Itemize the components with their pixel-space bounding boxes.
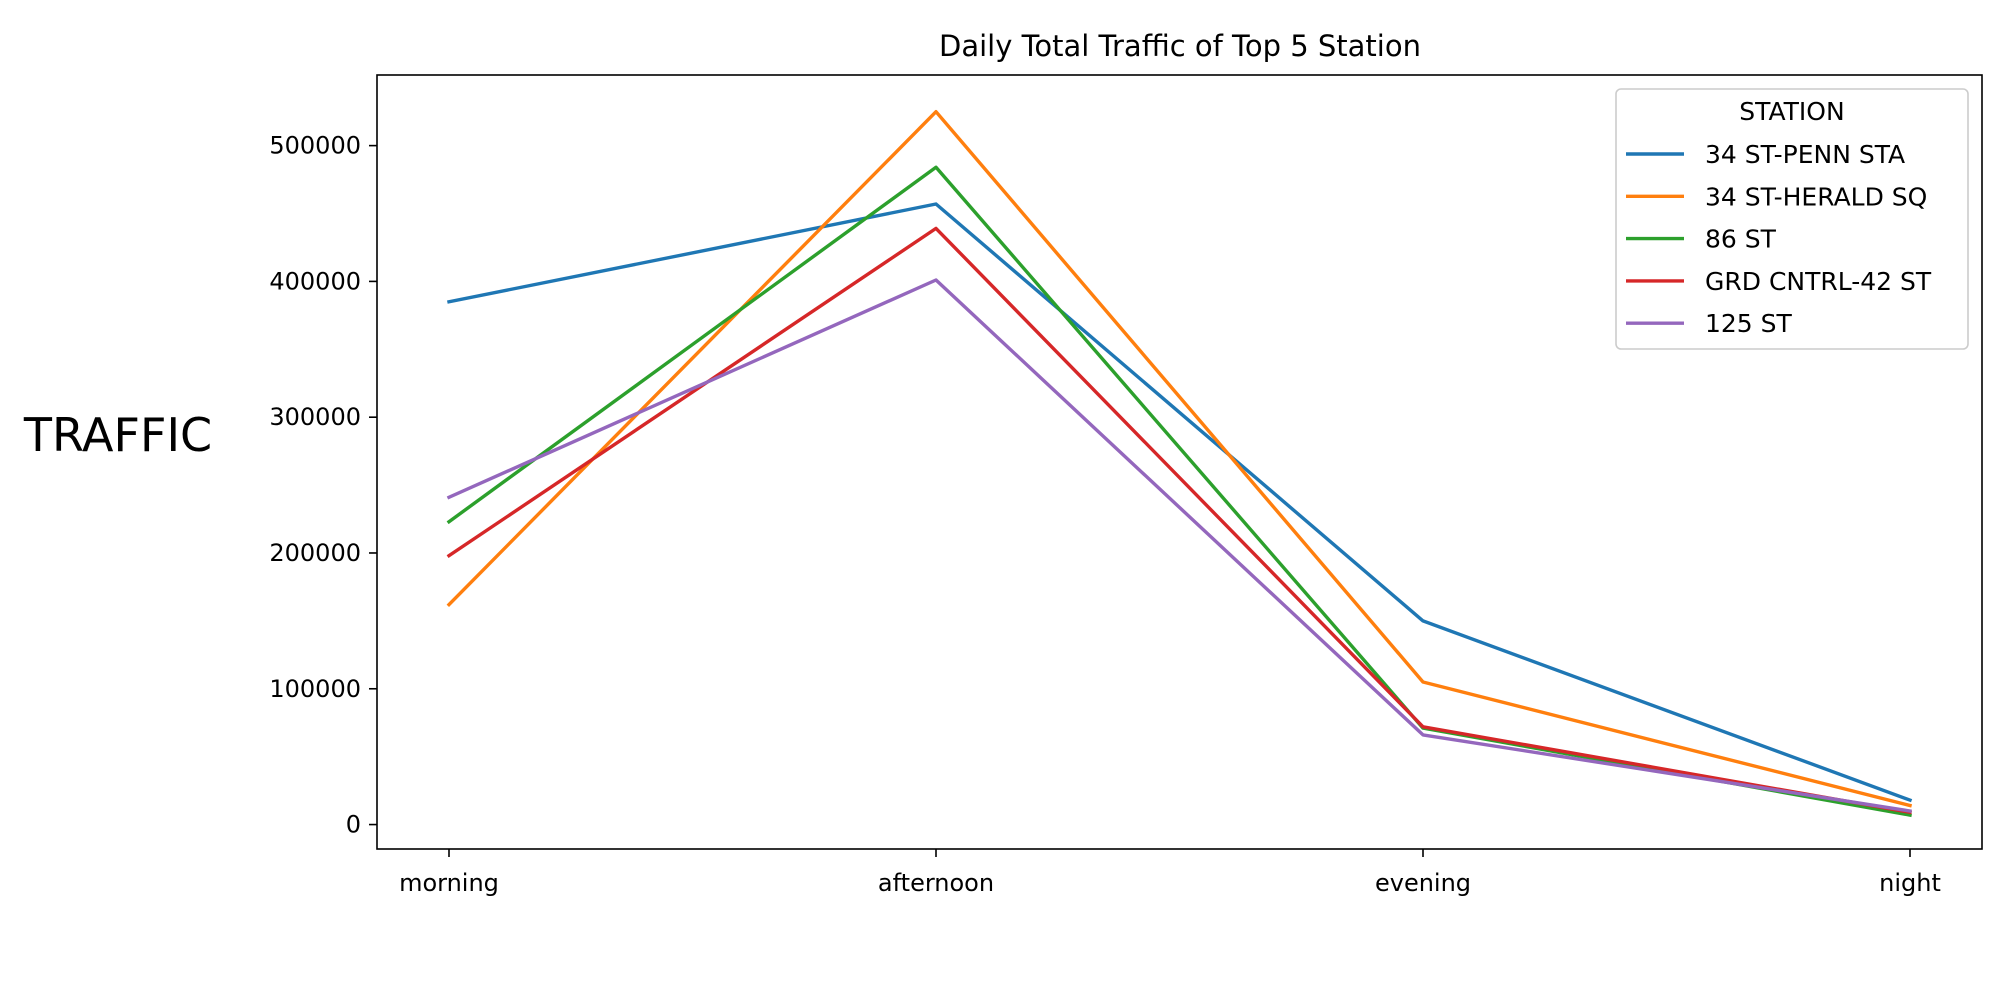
y-tick-label-4: 400000 — [269, 267, 361, 295]
legend-entry-1: 34 ST-HERALD SQ — [1705, 182, 1927, 211]
x-tick-label-0: morning — [399, 869, 499, 897]
series-line-3 — [446, 226, 1912, 815]
x-tick-label-1: afternoon — [878, 869, 994, 897]
legend-entry-3: GRD CNTRL-42 ST — [1705, 267, 1932, 296]
axes-frame — [376, 74, 1983, 850]
legend: STATION 34 ST-PENN STA 34 ST-HERALD SQ 86 S… — [1615, 88, 1969, 350]
series-line-1 — [446, 109, 1913, 808]
legend-entry-2: 86 ST — [1705, 225, 1777, 254]
legend-entry-4: 125 ST — [1705, 309, 1793, 338]
legend-title: STATION — [1739, 97, 1844, 126]
chart-title: Daily Total Traffic of Top 5 Station — [939, 29, 1421, 63]
y-tick-label-5: 500000 — [269, 132, 361, 160]
x-tick-label-3: night — [1879, 869, 1941, 897]
x-tick-label-2: evening — [1375, 869, 1471, 897]
y-tick-label-0: 0 — [346, 811, 361, 839]
y-axis-label: TRAFFIC — [23, 408, 212, 462]
series-line-0 — [446, 202, 1913, 803]
legend-entry-0: 34 ST-PENN STA — [1705, 140, 1905, 169]
legend-box — [1615, 88, 1969, 350]
y-tick-label-2: 200000 — [269, 539, 361, 567]
plot-area: morning afternoon evening night 0 100000 20000… — [269, 74, 1983, 897]
y-tick-label-1: 100000 — [269, 675, 361, 703]
y-tick-label-3: 300000 — [269, 403, 361, 431]
series-line-4 — [446, 278, 1912, 813]
